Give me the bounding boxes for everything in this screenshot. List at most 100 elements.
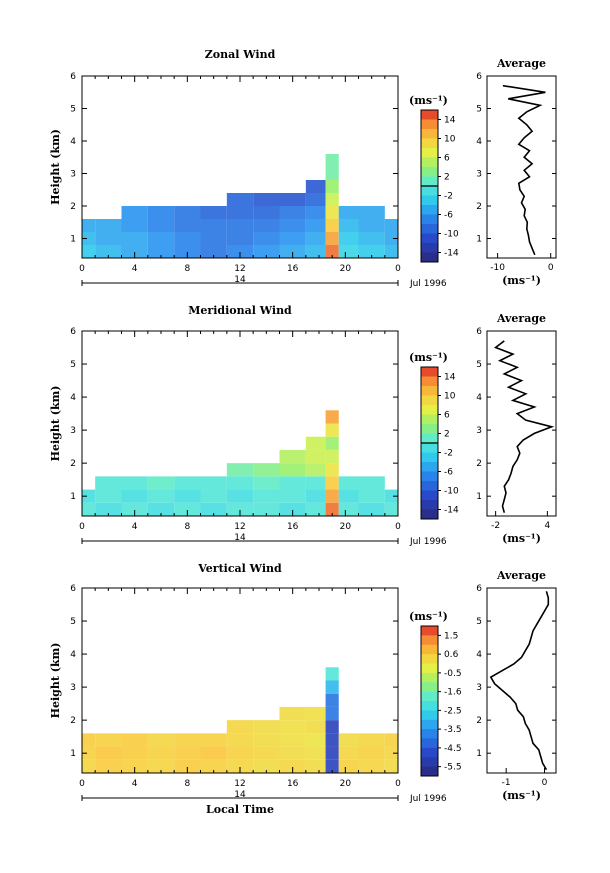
colorbar-unit: (ms⁻¹) [409, 351, 448, 364]
colorbar-tick-label: 2 [444, 173, 450, 183]
colorbar-band [421, 195, 438, 206]
heatmap-cell [338, 206, 359, 219]
heatmap-cell [226, 502, 254, 516]
date-label: Jul 1996 [409, 537, 447, 547]
heatmap-cell [95, 733, 122, 747]
heatmap-cell [305, 449, 326, 464]
heatmap-cell [226, 232, 254, 245]
heatmap-cell [226, 193, 254, 206]
heatmap-cell [82, 502, 96, 516]
x-tick-label: 8 [184, 264, 190, 274]
heatmap-cell [338, 219, 359, 232]
heatmap-cell [279, 706, 306, 721]
heatmap-cell [325, 219, 339, 232]
heatmap-cell [82, 489, 96, 503]
y-tick-label: 5 [70, 360, 76, 370]
heatmap-cell [325, 449, 339, 464]
colorbar-band [421, 691, 438, 702]
x-tick-label: 0 [395, 779, 401, 789]
colorbar-band [421, 252, 438, 263]
profile-line [502, 84, 546, 256]
y-tick-label: 3 [70, 426, 76, 436]
heatmap-cell [174, 489, 201, 503]
heatmap-cell [305, 436, 326, 450]
heatmap-cell [174, 476, 201, 490]
heatmap-cell [200, 489, 227, 503]
heatmap-cell [305, 193, 326, 206]
heatmap-cell [253, 502, 280, 516]
heatmap-cell [121, 476, 148, 490]
x-tick-label: 20 [340, 264, 352, 274]
profile-y-tick-label: 3 [476, 683, 482, 693]
colorbar-tick-label: 1.5 [444, 631, 458, 641]
profile-y-tick-label: 5 [476, 360, 482, 370]
profile-frame [486, 330, 557, 517]
colorbar-tick-label: 6 [444, 411, 450, 421]
heatmap-cell [305, 746, 326, 760]
heatmap-cell [121, 502, 148, 516]
colorbar-band [421, 129, 438, 139]
heatmap-cell [147, 219, 175, 232]
colorbar-tick-label: 14 [444, 116, 456, 126]
colorbar-tick-label: -5.5 [444, 763, 462, 773]
heatmap-cell [200, 733, 227, 747]
heatmap-cell [82, 232, 96, 245]
heatmap-cell [253, 219, 280, 232]
profile-y-tick-label: 1 [476, 492, 482, 502]
heatmap-cell [253, 720, 280, 734]
heatmap-cell [279, 449, 306, 464]
heatmap-cell [325, 502, 339, 516]
panel-title: Zonal Wind [205, 48, 276, 61]
colorbar-tick-label: 0.6 [444, 650, 459, 660]
profile-x-label: (ms⁻¹) [502, 274, 541, 287]
colorbar-band [421, 386, 438, 396]
heatmap-cell [279, 245, 306, 258]
heatmap-cell [279, 759, 306, 773]
colorbar-band [421, 481, 438, 491]
y-tick-label: 2 [70, 202, 76, 212]
heatmap-cell [121, 759, 148, 773]
heatmap-cell [82, 245, 96, 258]
x-tick-label: 0 [79, 264, 85, 274]
heatmap-cell [305, 502, 326, 516]
colorbar-band [421, 663, 438, 674]
colorbar-band [421, 186, 438, 196]
heatmap-cell [338, 489, 359, 503]
heatmap-cell [147, 232, 175, 245]
colorbar-band [421, 367, 438, 377]
heatmap-cell [121, 219, 148, 232]
profile-frame [486, 75, 557, 259]
y-tick-label: 4 [70, 650, 76, 660]
heatmap-cells [82, 154, 398, 258]
x-tick-label: 16 [287, 522, 299, 532]
heatmap-cell [121, 733, 148, 747]
x-tick-label: 20 [340, 779, 352, 789]
colorbar-unit: (ms⁻¹) [409, 610, 448, 623]
colorbar-band [421, 710, 438, 721]
profile-x-tick-label: -1 [502, 778, 511, 788]
heatmap-cell [384, 245, 398, 258]
heatmap-cell [200, 476, 227, 490]
heatmap-cell [82, 759, 96, 773]
heatmap-cell [95, 476, 122, 490]
heatmap-cell [325, 436, 339, 450]
heatmap-cell [325, 706, 339, 721]
colorbar-frame [420, 625, 439, 777]
colorbar-tick-label: -14 [444, 506, 459, 516]
colorbar-band [421, 214, 438, 225]
heatmap-cell [95, 219, 122, 232]
heatmap-cell [305, 489, 326, 503]
heatmap-cell [325, 410, 339, 424]
colorbar-band [421, 167, 438, 177]
x-tick-label: 0 [395, 264, 401, 274]
heatmap-cell [338, 746, 359, 760]
heatmap-cell [325, 489, 339, 503]
heatmap-cell [121, 206, 148, 219]
heatmap-cell [174, 232, 201, 245]
heatmap-cell [325, 167, 339, 180]
profile-y-tick-label: 2 [476, 716, 482, 726]
heatmap-cell [174, 245, 201, 258]
y-axis-label: Height (km) [49, 386, 62, 462]
heatmap-cell [174, 746, 201, 760]
